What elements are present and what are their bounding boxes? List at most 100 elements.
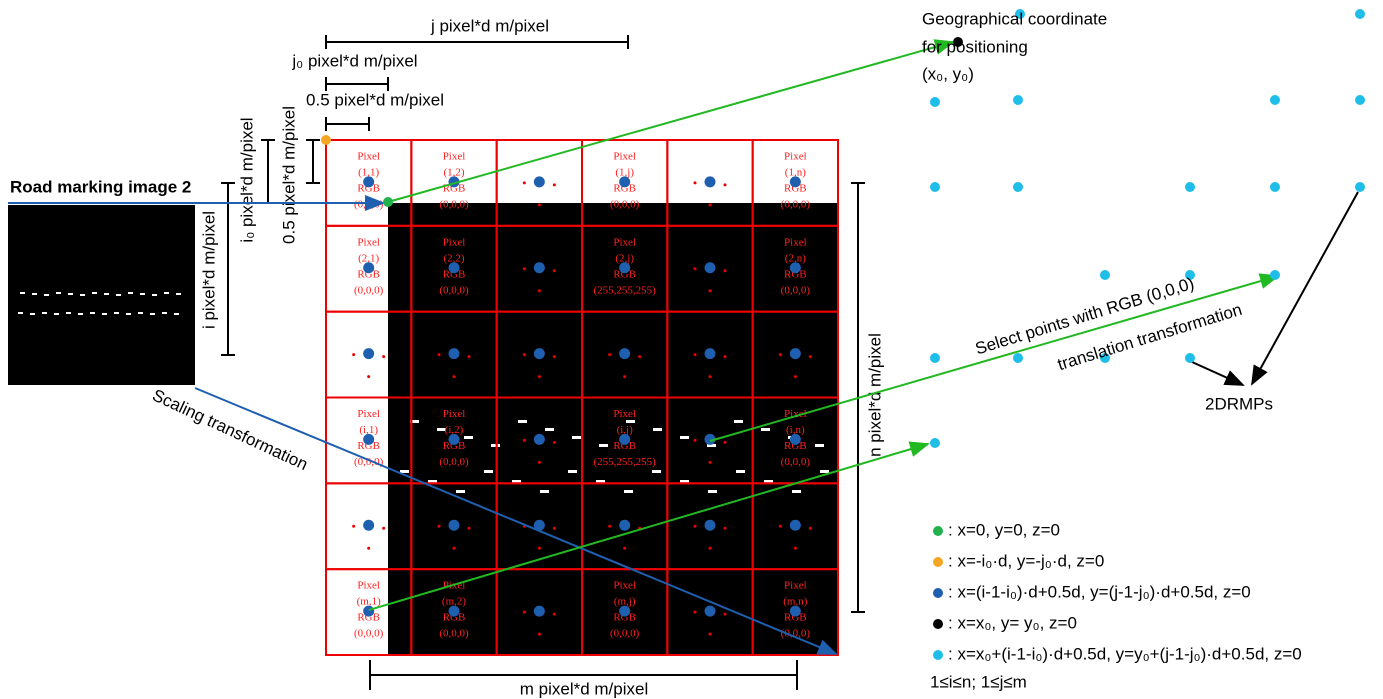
pixel-center bbox=[449, 348, 460, 359]
road-dash bbox=[820, 470, 829, 473]
dim-label: 0.5 pixel*d m/pixel bbox=[306, 90, 444, 109]
pixel-center bbox=[790, 176, 801, 187]
legend-dot bbox=[933, 650, 943, 660]
red-dot bbox=[724, 441, 727, 444]
legend-dot bbox=[933, 526, 943, 536]
road-dash bbox=[545, 428, 554, 431]
road-dash bbox=[652, 470, 661, 473]
road-dash bbox=[138, 312, 143, 314]
drmp-point bbox=[1270, 95, 1280, 105]
red-dot bbox=[709, 547, 712, 550]
road-dash bbox=[128, 292, 133, 294]
road-dash bbox=[32, 293, 37, 295]
red-dot bbox=[553, 355, 556, 358]
road-dash bbox=[792, 490, 801, 493]
cell-text: (0,0,0) bbox=[354, 456, 384, 468]
drmp-point bbox=[1100, 270, 1110, 280]
red-dot bbox=[523, 439, 526, 442]
red-dot bbox=[608, 525, 611, 528]
red-dot bbox=[382, 527, 385, 530]
cell-text: Pixel bbox=[443, 408, 466, 420]
road-dash bbox=[102, 313, 107, 315]
cell-text: Pixel bbox=[357, 408, 380, 420]
road-dash bbox=[708, 490, 717, 493]
cell-text: Pixel bbox=[784, 150, 807, 162]
geo-label: for positioning bbox=[922, 37, 1028, 56]
drmp-point bbox=[1355, 9, 1365, 19]
cell-text: (0,0,0) bbox=[781, 456, 811, 468]
red-dot bbox=[438, 353, 441, 356]
red-dot bbox=[453, 375, 456, 378]
red-dot bbox=[553, 613, 556, 616]
legend-note: 1≤i≤n; 1≤j≤m bbox=[930, 672, 1027, 691]
pixel-center bbox=[790, 434, 801, 445]
red-dot bbox=[623, 375, 626, 378]
road-dash bbox=[66, 312, 71, 314]
red-dot bbox=[709, 203, 712, 206]
red-dot bbox=[538, 633, 541, 636]
pixel-center bbox=[449, 262, 460, 273]
drmp-point bbox=[1270, 182, 1280, 192]
pixel-center bbox=[790, 348, 801, 359]
road-dash bbox=[653, 428, 662, 431]
legend-dot bbox=[933, 588, 943, 598]
road-dash bbox=[464, 436, 473, 439]
cell-text: (0,0,0) bbox=[610, 628, 640, 640]
red-dot bbox=[523, 181, 526, 184]
red-dot bbox=[709, 633, 712, 636]
red-dot bbox=[724, 269, 727, 272]
pixel-center bbox=[534, 176, 545, 187]
red-dot bbox=[694, 439, 697, 442]
red-dot bbox=[694, 611, 697, 614]
legend-text: : x=-i₀·d, y=-j₀·d, z=0 bbox=[948, 551, 1104, 570]
drmp-point bbox=[930, 97, 940, 107]
road-dash bbox=[599, 444, 608, 447]
road-dash bbox=[30, 313, 35, 315]
road-dash bbox=[162, 312, 167, 314]
dim-label: 0.5 pixel*d m/pixel bbox=[279, 106, 298, 244]
dim-label: m pixel*d m/pixel bbox=[520, 679, 649, 698]
road-dash bbox=[116, 294, 121, 296]
cell-text: Pixel bbox=[443, 236, 466, 248]
dim-label: j pixel*d m/pixel bbox=[430, 16, 549, 35]
road-dash bbox=[80, 294, 85, 296]
red-dot bbox=[438, 525, 441, 528]
drmp-point bbox=[930, 353, 940, 363]
road-dash bbox=[20, 292, 25, 294]
pixel-center bbox=[705, 348, 716, 359]
drmp-point bbox=[1270, 270, 1280, 280]
points-label: 2DRMPs bbox=[1205, 394, 1273, 413]
drmp-points bbox=[930, 9, 1365, 448]
pixel-center bbox=[363, 606, 374, 617]
pixel-center bbox=[790, 520, 801, 531]
cell-text: Pixel bbox=[784, 580, 807, 592]
red-dot bbox=[523, 611, 526, 614]
drmp-point bbox=[1013, 182, 1023, 192]
road-dash bbox=[90, 312, 95, 314]
drmp-point bbox=[1355, 182, 1365, 192]
road-dash bbox=[624, 490, 633, 493]
drmp-point bbox=[1013, 353, 1023, 363]
pixel-center bbox=[705, 606, 716, 617]
red-dot bbox=[538, 203, 541, 206]
road-dash bbox=[114, 312, 119, 314]
red-dot bbox=[382, 355, 385, 358]
red-dot bbox=[694, 267, 697, 270]
red-dot bbox=[638, 355, 641, 358]
pixel-center bbox=[363, 520, 374, 531]
geo-label: (x₀, y₀) bbox=[922, 64, 974, 83]
select-label: Select points with RGB (0,0,0) bbox=[973, 274, 1196, 359]
red-dot bbox=[694, 353, 697, 356]
red-dot bbox=[352, 353, 355, 356]
red-dot bbox=[468, 355, 471, 358]
red-dot bbox=[523, 267, 526, 270]
red-dot bbox=[538, 461, 541, 464]
road-dash bbox=[56, 292, 61, 294]
cell-text: (0,0,0) bbox=[354, 198, 384, 210]
road-dash bbox=[518, 420, 527, 423]
drmp-point bbox=[930, 438, 940, 448]
pixel-center bbox=[619, 606, 630, 617]
road-dash bbox=[568, 470, 577, 473]
red-dot bbox=[694, 525, 697, 528]
red-dot bbox=[724, 613, 727, 616]
